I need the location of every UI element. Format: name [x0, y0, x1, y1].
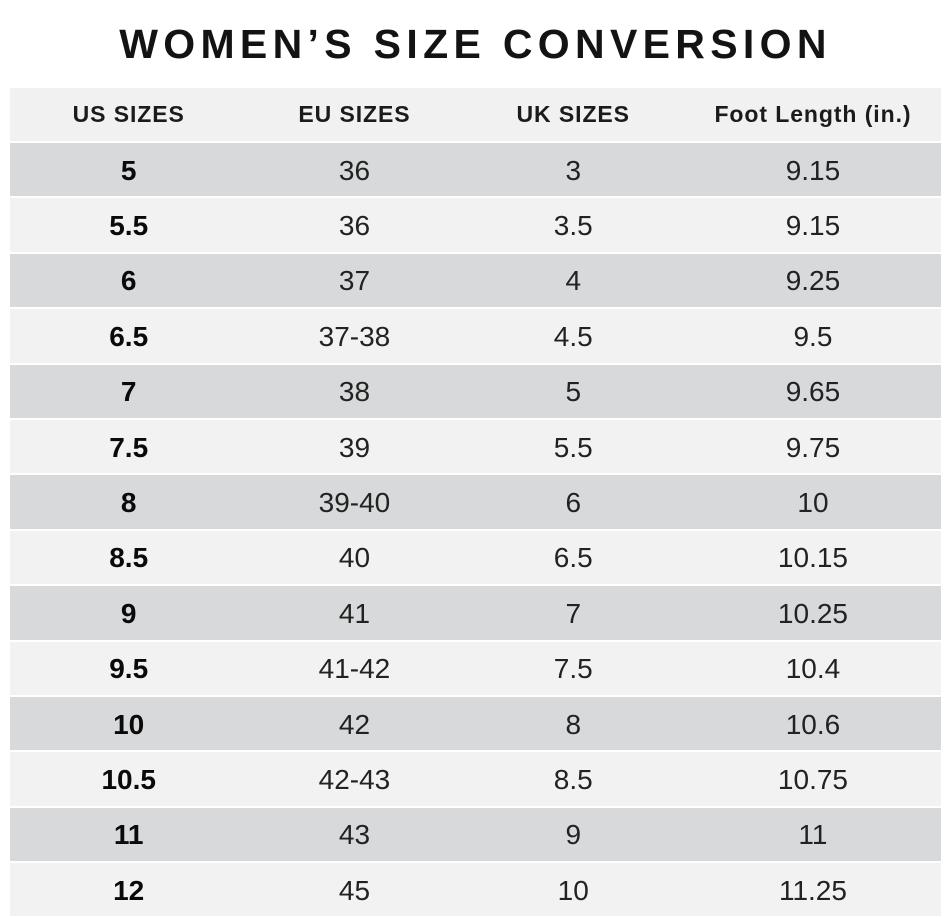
cell-eu-size: 38 [338, 376, 371, 408]
cell-foot-length: 10.15 [777, 542, 848, 574]
cell-us-size: 9.5 [109, 653, 149, 685]
cell-eu-size: 41 [338, 597, 371, 629]
header-foot-length: Foot Length (in.) [714, 101, 912, 127]
cell-us-size: 8 [120, 487, 137, 519]
table-row: 10 42 8 10.6 [10, 696, 941, 751]
cell-eu-size: 45 [338, 874, 371, 906]
cell-us-size: 11 [113, 819, 144, 851]
cell-us-size: 10 [113, 708, 145, 740]
cell-foot-length: 10.25 [777, 597, 848, 629]
table-row: 6.5 37-38 4.5 9.5 [10, 309, 941, 363]
cell-us-size: 10.5 [101, 763, 156, 795]
cell-foot-length: 10.6 [785, 708, 841, 740]
cell-eu-size: 41-42 [318, 653, 391, 685]
cell-uk-size: 4.5 [553, 320, 593, 352]
table-header-row: US SIZES EU SIZES UK SIZES Foot Length (… [10, 88, 941, 141]
table-row: 12 45 10 11.25 [10, 863, 941, 917]
table-row: 5.5 36 3.5 9.15 [10, 198, 941, 252]
cell-uk-size: 5 [565, 376, 582, 408]
cell-uk-size: 7 [565, 597, 582, 629]
table-row: 9 41 7 10.25 [10, 586, 941, 640]
size-conversion-table: US SIZES EU SIZES UK SIZES Foot Length (… [10, 88, 941, 917]
cell-foot-length: 11.25 [778, 874, 847, 906]
header-eu-sizes: EU SIZES [298, 101, 411, 127]
cell-us-size: 7.5 [109, 431, 149, 463]
cell-uk-size: 6.5 [553, 542, 593, 574]
cell-foot-length: 10.75 [777, 763, 848, 795]
cell-foot-length: 9.15 [785, 154, 841, 186]
cell-foot-length: 9.25 [785, 265, 841, 297]
cell-uk-size: 9 [565, 819, 582, 851]
cell-eu-size: 36 [338, 210, 371, 242]
cell-eu-size: 42 [338, 708, 371, 740]
cell-foot-length: 9.75 [785, 431, 841, 463]
page-title: WOMEN’S SIZE CONVERSION [119, 20, 832, 67]
table-row: 6 37 4 9.25 [10, 253, 941, 308]
cell-eu-size: 42-43 [318, 763, 391, 795]
cell-foot-length: 9.15 [785, 210, 841, 242]
cell-foot-length: 10.4 [785, 653, 841, 685]
table-row: 8 39-40 6 10 [10, 475, 941, 529]
cell-eu-size: 40 [338, 542, 371, 574]
header-uk-sizes: UK SIZES [516, 101, 630, 127]
cell-eu-size: 39-40 [318, 487, 391, 519]
cell-us-size: 5 [120, 154, 137, 186]
cell-us-size: 8.5 [109, 542, 149, 574]
cell-eu-size: 43 [338, 819, 371, 851]
cell-foot-length: 9.5 [793, 320, 833, 352]
table-row: 8.5 40 6.5 10.15 [10, 530, 941, 585]
cell-uk-size: 8.5 [553, 763, 593, 795]
cell-foot-length: 9.65 [785, 376, 841, 408]
cell-uk-size: 3.5 [553, 210, 593, 242]
cell-us-size: 12 [113, 874, 145, 906]
table-row: 7.5 39 5.5 9.75 [10, 419, 941, 474]
cell-us-size: 5.5 [109, 210, 149, 242]
table-row: 7 38 5 9.65 [10, 364, 941, 418]
cell-uk-size: 7.5 [553, 653, 593, 685]
table-row: 10.5 42-43 8.5 10.75 [10, 752, 941, 806]
cell-uk-size: 4 [565, 265, 582, 297]
cell-foot-length: 11 [798, 819, 828, 851]
cell-uk-size: 8 [565, 708, 582, 740]
cell-uk-size: 10 [557, 874, 589, 906]
cell-eu-size: 39 [338, 431, 371, 463]
cell-uk-size: 3 [565, 154, 582, 186]
cell-eu-size: 36 [338, 154, 371, 186]
header-us-sizes: US SIZES [72, 101, 185, 127]
cell-us-size: 6.5 [109, 320, 149, 352]
table-row: 5 36 3 9.15 [10, 143, 941, 197]
cell-uk-size: 5.5 [553, 431, 593, 463]
table-row: 9.5 41-42 7.5 10.4 [10, 641, 941, 695]
cell-us-size: 6 [120, 265, 137, 297]
cell-us-size: 7 [120, 376, 137, 408]
cell-uk-size: 6 [565, 487, 582, 519]
cell-eu-size: 37-38 [318, 320, 391, 352]
cell-us-size: 9 [120, 597, 137, 629]
table-row: 11 43 9 11 [10, 807, 941, 862]
cell-eu-size: 37 [338, 265, 371, 297]
cell-foot-length: 10 [797, 487, 829, 519]
